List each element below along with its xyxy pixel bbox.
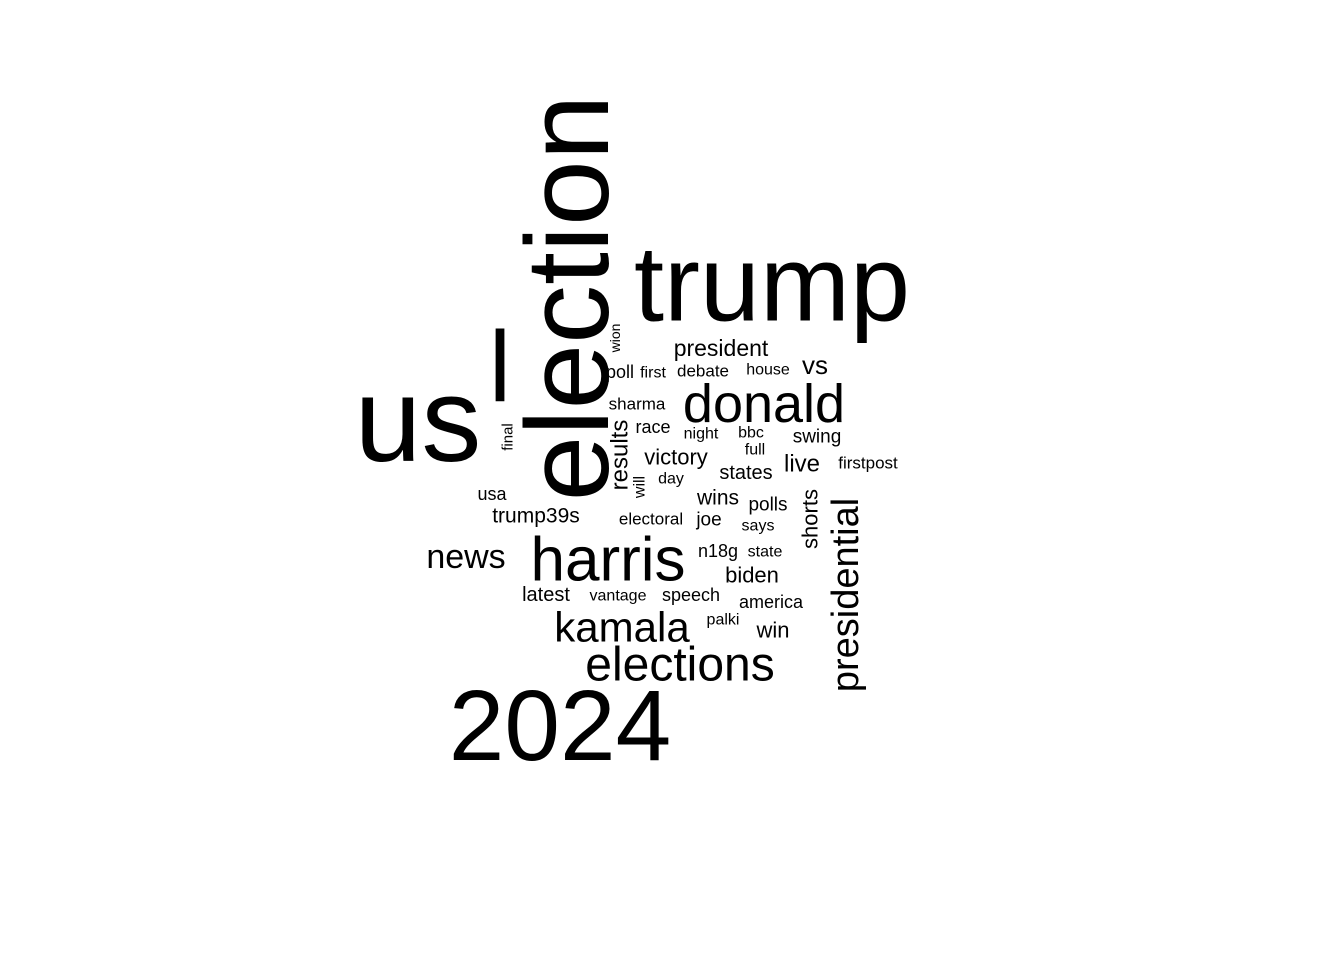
word-vs: vs xyxy=(802,350,828,380)
word-america: america xyxy=(739,592,804,612)
word-kamala: kamala xyxy=(554,604,690,651)
word-full: full xyxy=(745,442,765,459)
word-usa: usa xyxy=(477,484,507,504)
word-sharma: sharma xyxy=(609,395,666,414)
word-donald: donald xyxy=(683,374,845,434)
word-n18g: n18g xyxy=(698,541,738,561)
word-l: l xyxy=(489,311,511,423)
word-wion: wion xyxy=(607,324,623,354)
word-win: win xyxy=(755,618,789,643)
word-joe: joe xyxy=(695,510,721,531)
word-election: election xyxy=(502,95,634,502)
word-vantage: vantage xyxy=(590,588,647,605)
word-victory: victory xyxy=(644,445,708,470)
word-presidential: presidential xyxy=(825,498,867,692)
word-latest: latest xyxy=(522,584,570,606)
word-first: first xyxy=(640,365,666,382)
word-wins: wins xyxy=(696,487,739,510)
word-will: will xyxy=(632,476,649,499)
word-trump39s: trump39s xyxy=(492,505,580,528)
word-state: state xyxy=(748,544,783,561)
word-bbc: bbc xyxy=(738,425,764,442)
word-poll: poll xyxy=(606,362,634,382)
word-harris: harris xyxy=(530,526,685,595)
word-final: final xyxy=(500,423,517,451)
word-says: says xyxy=(742,518,775,535)
word-palki: palki xyxy=(707,612,740,629)
word-trump: trump xyxy=(634,223,910,344)
word-firstpost: firstpost xyxy=(838,454,898,473)
word-race: race xyxy=(635,417,670,437)
word-states: states xyxy=(719,462,772,484)
word-day: day xyxy=(658,471,684,488)
word-news: news xyxy=(426,538,505,576)
word-2024: 2024 xyxy=(449,670,671,782)
word-speech: speech xyxy=(662,585,720,605)
word-swing: swing xyxy=(793,427,842,448)
word-house: house xyxy=(746,362,790,379)
word-polls: polls xyxy=(748,495,787,516)
word-debate: debate xyxy=(677,362,729,381)
word-elections: elections xyxy=(585,639,774,692)
word-night: night xyxy=(684,426,719,443)
word-president: president xyxy=(674,335,769,361)
word-us: us xyxy=(355,353,482,487)
word-electoral: electoral xyxy=(619,510,683,529)
word-live: live xyxy=(784,451,820,478)
word-shorts: shorts xyxy=(798,489,823,549)
word-results: results xyxy=(607,420,634,491)
word-biden: biden xyxy=(725,563,779,588)
